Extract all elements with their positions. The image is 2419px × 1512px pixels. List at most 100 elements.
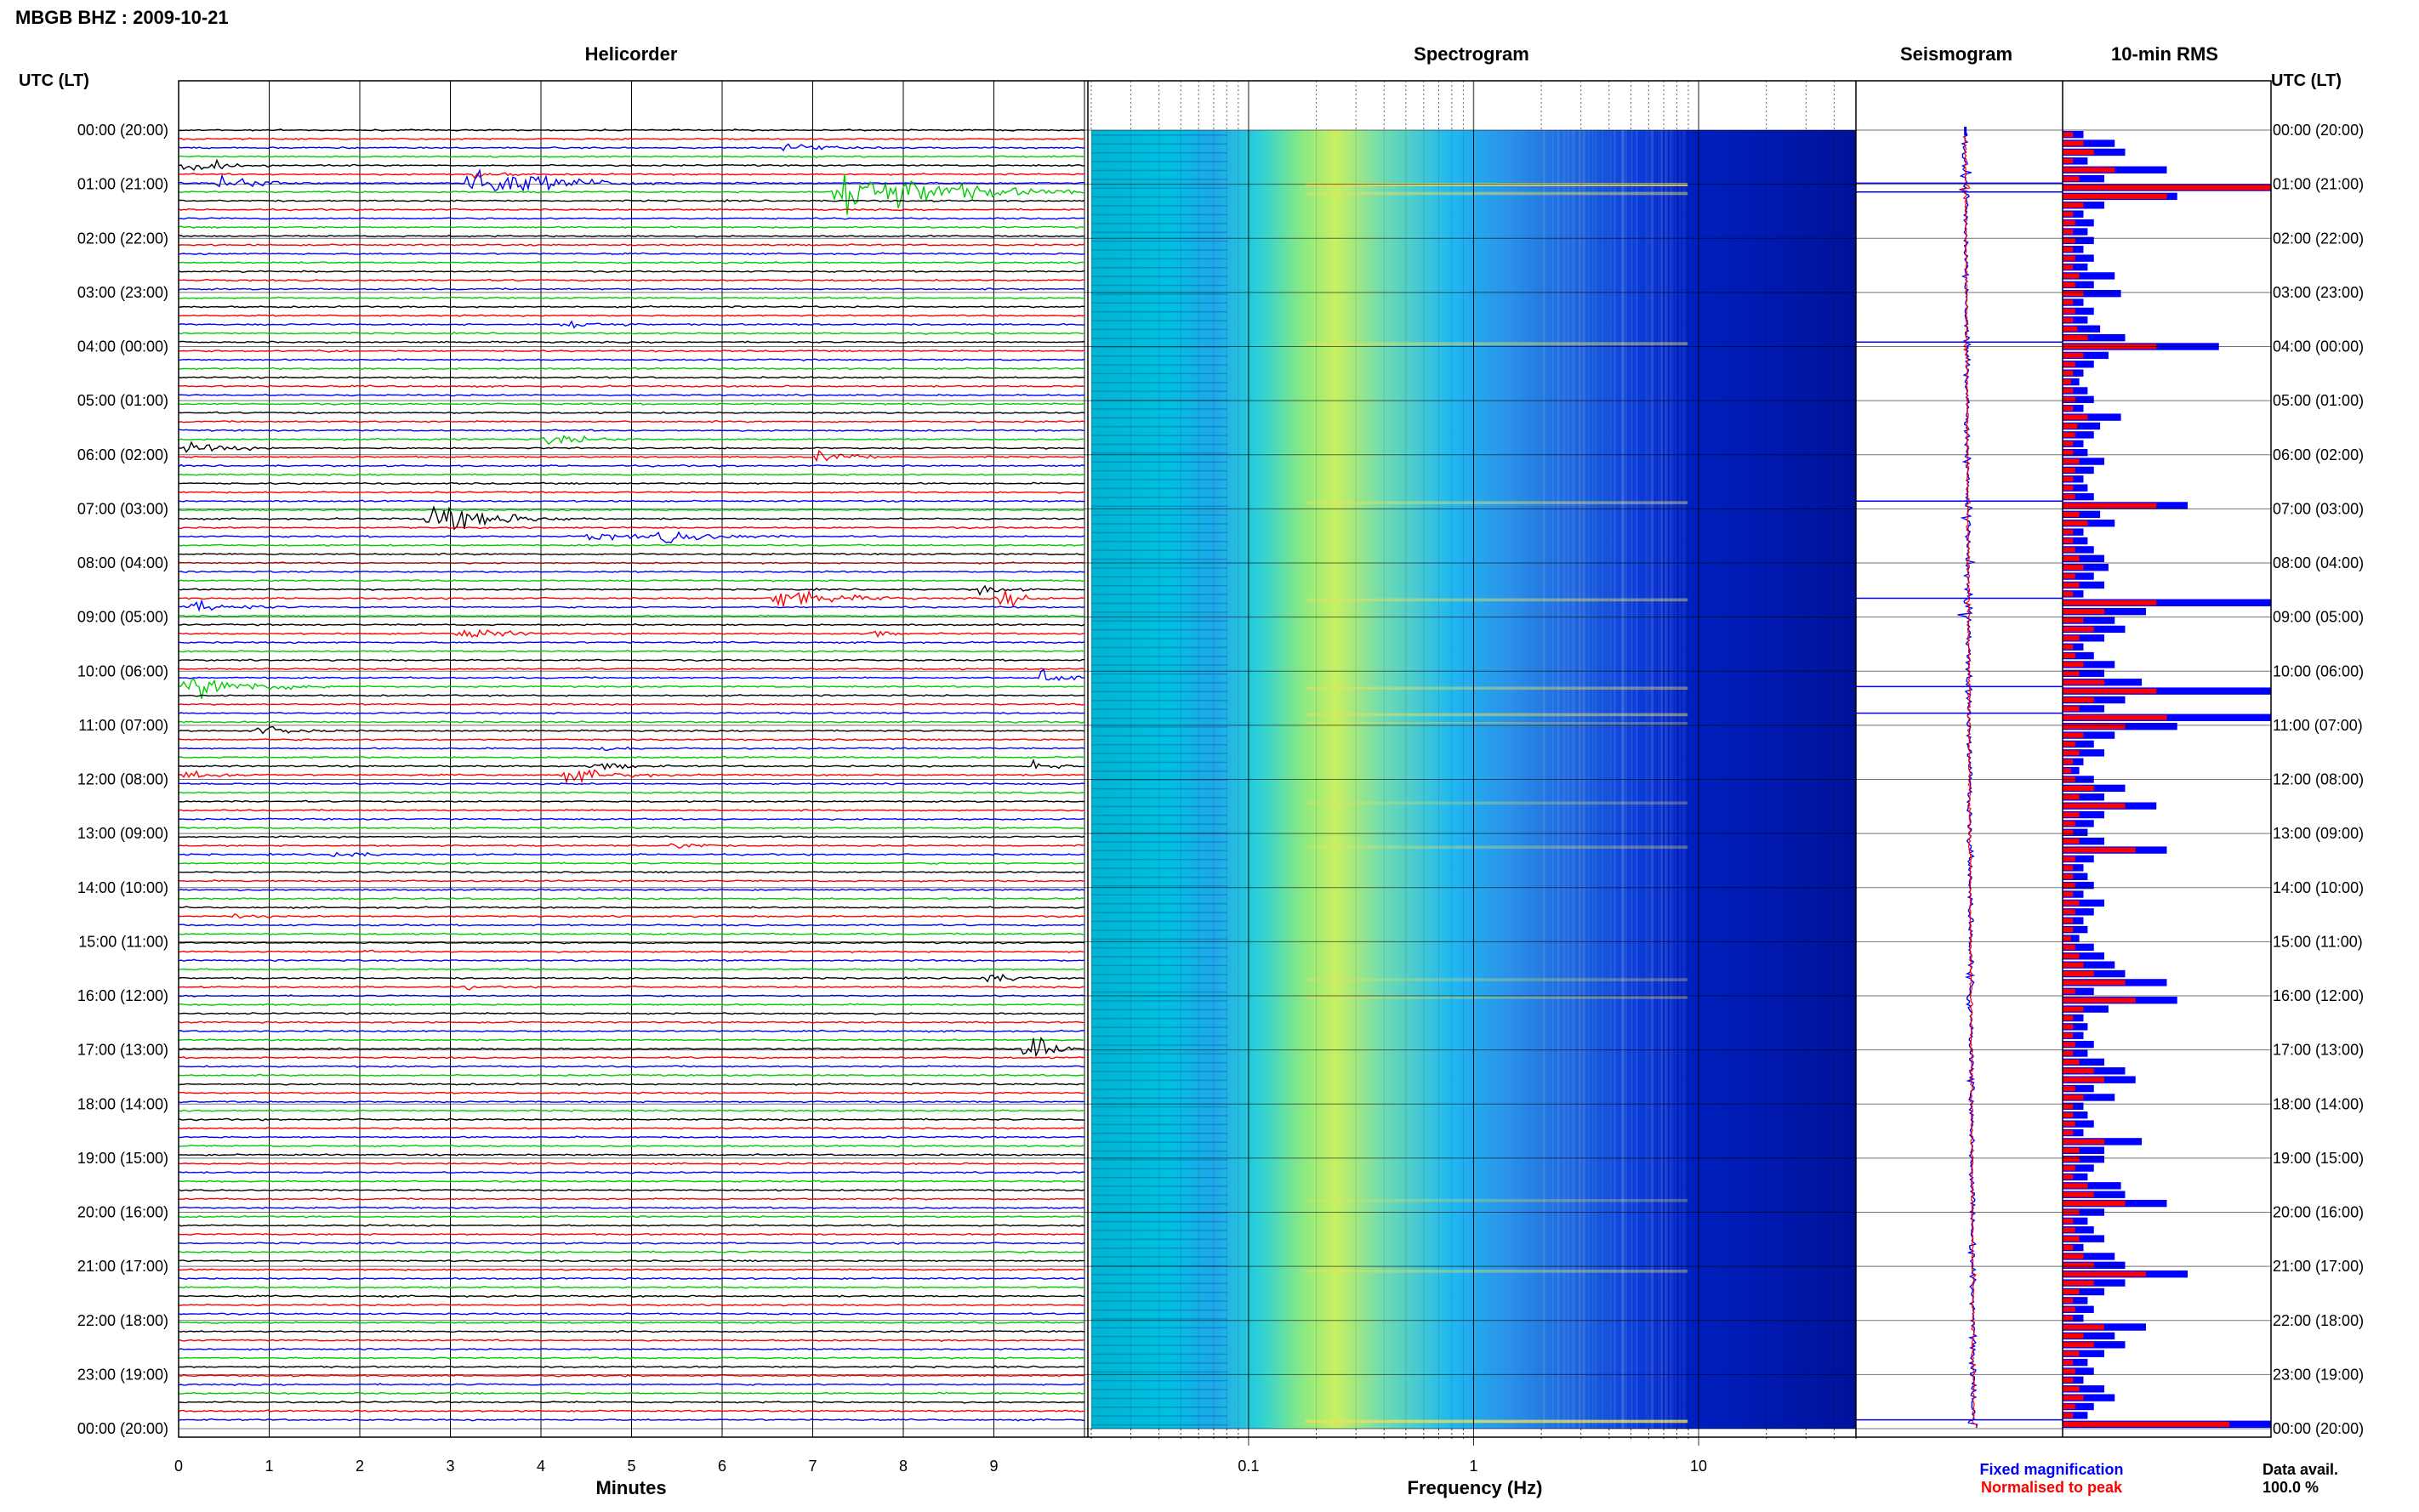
rms-bar-normalised [2063,865,2074,871]
helicorder-trace [178,1401,1085,1404]
rms-bar-normalised [2063,423,2078,429]
helicorder-trace [179,198,1085,202]
rms-bar-normalised [2063,1086,2075,1092]
spectrogram-texture-line [1091,1133,1227,1134]
helicorder-trace [178,172,1085,179]
spectrogram-texture-line [1091,735,1227,737]
helicorder-trace [178,941,1085,945]
rms-bar-fixed [2063,908,2094,916]
helicorder-trace [178,473,1084,476]
rms-bar-normalised [2063,732,2084,738]
helicorder-trace [178,1179,1085,1184]
rms-bar-fixed [2063,537,2088,545]
spectrogram-texture-line [1091,761,1227,764]
spectrogram-texture-line [1091,1212,1227,1214]
hour-label-right: 20:00 (16:00) [2273,1204,2364,1221]
spectrogram-texture-line [1091,1335,1227,1338]
helicorder-trace [178,924,1085,927]
rms-bar-normalised [2063,432,2075,438]
rms-bar-fixed [2063,1111,2088,1119]
seismogram-panel [1856,127,2063,1429]
helicorder-trace [178,711,1085,715]
spectrogram-event-streak [1305,191,1688,196]
helicorder-trace [178,693,1085,697]
rms-bar-fixed [2063,1235,2104,1242]
spectrogram-texture-line [1091,1309,1227,1311]
spectrogram-texture-line [1091,1185,1227,1187]
spectrogram-texture-line [1091,700,1227,702]
helicorder-trace [178,1003,1085,1007]
spectrogram-texture-line [1091,196,1227,198]
rms-bar-normalised [2063,1218,2074,1224]
rms-bar-fixed [2063,492,2094,501]
helicorder-trace [178,599,1085,612]
minute-tick-label: 8 [899,1458,908,1475]
rms-bar-normalised [2063,635,2080,641]
hour-label-right: 02:00 (22:00) [2273,230,2364,247]
rms-bar-normalised [2063,1183,2088,1189]
rms-bar-normalised [2063,697,2094,702]
helicorder-trace [179,137,1085,141]
spectrogram-texture-line [1091,1265,1227,1267]
rms-bar-fixed [2063,333,2126,342]
data-avail-value: 100.0 % [2262,1479,2319,1496]
hour-label-right: 05:00 (01:00) [2273,392,2364,409]
helicorder-trace [178,1055,1085,1060]
helicorder-trace [178,870,1085,874]
spectrogram-event-streak [1305,978,1688,981]
rms-bar-fixed [2063,1182,2121,1190]
spectrogram-texture-line [1091,1256,1227,1258]
helicorder-trace [178,1144,1085,1148]
helicorder-trace [178,949,1085,953]
helicorder-trace [178,570,1085,574]
rms-bar-normalised [2063,1404,2075,1409]
helicorder-trace [178,851,1085,857]
spectrogram-texture-line [1091,867,1227,869]
spectrogram-event-streak [1305,1270,1688,1273]
rms-bar-normalised [2063,1068,2094,1074]
rms-bar-fixed [2063,740,2094,748]
rms-bar-fixed [2063,873,2088,880]
helicorder-trace [178,1214,1085,1219]
spectrogram-texture-line [1091,1300,1227,1302]
helicorder-trace [178,1020,1084,1024]
rms-bar-normalised [2063,255,2075,261]
rms-bar-normalised [2063,1227,2075,1233]
spectrogram-texture-line [1091,302,1227,304]
rms-bar-normalised [2063,352,2084,358]
spectrogram-texture-line [1091,850,1227,852]
rms-bar-fixed [2063,174,2104,183]
rms-bar-fixed [2063,1305,2094,1313]
helicorder-trace [179,505,1085,531]
spectrogram-texture-line [1091,523,1227,525]
rms-bar-normalised [2063,1368,2075,1374]
spectrogram-texture-line [1091,364,1227,366]
helicorder-trace [178,1383,1085,1386]
spectrogram-texture-line [1091,876,1227,878]
helicorder-trace [178,1170,1085,1174]
rms-bar-fixed [2063,263,2088,271]
hour-label-right: 00:00 (20:00) [2273,1420,2364,1437]
helicorder-trace [178,340,1085,344]
spectrogram-texture-line [1091,638,1227,639]
spectrogram-texture-line [1091,231,1227,233]
helicorder-trace [178,1188,1085,1192]
rms-bar-fixed [2063,961,2115,969]
freq-tick-label: 1 [1469,1458,1477,1475]
helicorder-trace [178,588,1085,608]
helicorder-trace [178,331,1085,335]
helicorder-trace [179,441,1085,453]
legend-fixed-magnification: Fixed magnification [1979,1461,2123,1478]
hour-label-right: 03:00 (23:00) [2273,284,2364,301]
rms-bar-normalised [2063,1042,2075,1048]
helicorder-trace [178,1259,1084,1263]
helicorder-trace [178,376,1085,379]
rms-bar-normalised [2063,529,2074,535]
hour-label-right: 04:00 (00:00) [2273,338,2364,355]
helicorder-trace [178,1312,1085,1316]
helicorder-trace [178,1036,1085,1058]
rms-bar-normalised [2063,547,2075,553]
helicorder-trace [178,1073,1084,1077]
hour-label-left: 07:00 (03:00) [77,500,168,517]
spectrogram-texture-line [1091,338,1227,339]
